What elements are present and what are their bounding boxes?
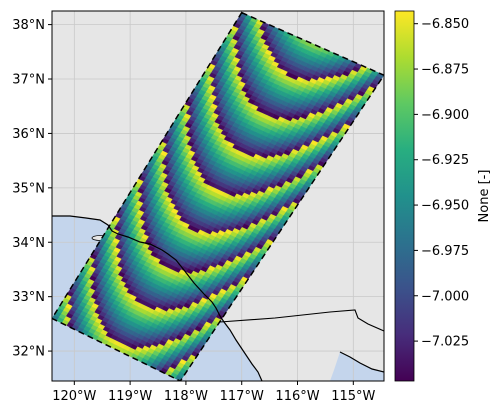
y-tick-label: 33°N bbox=[12, 290, 45, 305]
colorbar-tick-label: −6.900 bbox=[421, 108, 469, 123]
axes-frame bbox=[51, 10, 385, 382]
x-tick-label: 116°W bbox=[275, 389, 319, 404]
colorbar: −6.850 −6.875 −6.900 −6.925 −6.950 −6.975 −7.0… bbox=[394, 10, 492, 382]
y-tick-label: 32°N bbox=[12, 345, 45, 360]
colorbar-tick-label: −7.000 bbox=[421, 289, 469, 304]
colorbar-tick-label: −6.925 bbox=[421, 153, 469, 168]
swath-outline bbox=[52, 11, 384, 381]
data-swath bbox=[52, 12, 384, 381]
colorbar-ticks: −6.850 −6.875 −6.900 −6.925 −6.950 −6.975 −7.0… bbox=[414, 17, 469, 350]
x-tick-label: 120°W bbox=[52, 389, 96, 404]
colorbar-tick-label: −6.950 bbox=[421, 199, 469, 214]
y-tick-label: 38°N bbox=[12, 18, 45, 33]
map-axes: 120°W 119°W 118°W 117°W 116°W 115°W 32°N33°N3… bbox=[12, 10, 385, 404]
x-tick-label: 118°W bbox=[164, 389, 208, 404]
gulf-coastline bbox=[339, 351, 384, 373]
ocean-gulf bbox=[330, 352, 384, 381]
y-axis-ticks: 32°N 33°N 34°N 35°N 36°N 37°N 38°N bbox=[12, 18, 52, 360]
colorbar-label: None [-] bbox=[477, 170, 492, 223]
y-tick-label: 37°N bbox=[12, 73, 45, 88]
colorbar-gradient bbox=[394, 10, 415, 382]
coastline bbox=[52, 215, 263, 381]
border-us-mexico bbox=[219, 309, 384, 332]
x-tick-label: 115°W bbox=[331, 389, 375, 404]
y-tick-label: 34°N bbox=[12, 236, 45, 251]
x-tick-label: 117°W bbox=[220, 389, 264, 404]
colorbar-tick-label: −7.025 bbox=[421, 335, 469, 350]
colorbar-tick-label: −6.850 bbox=[421, 17, 469, 32]
colorbar-tick-label: −6.975 bbox=[421, 244, 469, 259]
x-axis-ticks: 120°W 119°W 118°W 117°W 116°W 115°W bbox=[52, 381, 376, 404]
x-tick-label: 119°W bbox=[108, 389, 152, 404]
colorbar-tick-label: −6.875 bbox=[421, 63, 469, 78]
y-tick-label: 36°N bbox=[12, 127, 45, 142]
y-tick-label: 35°N bbox=[12, 181, 45, 196]
